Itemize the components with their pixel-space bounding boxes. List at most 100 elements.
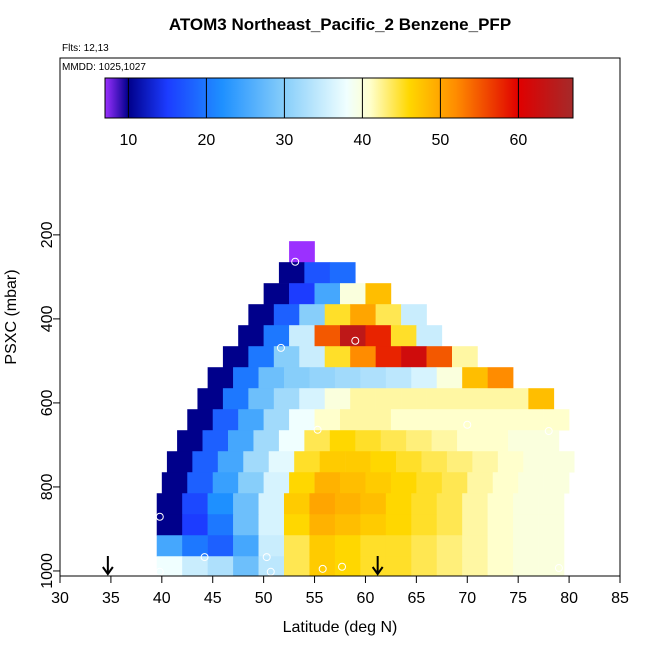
colorbar-tick-label: 50 (432, 132, 450, 149)
heatmap-cell (441, 472, 468, 494)
heatmap-cell (309, 535, 336, 557)
heatmap-cell (411, 367, 438, 389)
heatmap-cell (513, 493, 539, 515)
heatmap-cell (238, 325, 264, 347)
heatmap-cell (284, 556, 310, 576)
heatmap-cell (375, 304, 402, 326)
heatmap-cell (380, 430, 407, 452)
heatmap-cell (508, 430, 534, 452)
y-tick-label: 1000 (39, 553, 56, 589)
heatmap-cell (385, 514, 412, 536)
heatmap-cell (314, 472, 341, 494)
colorbar-tick-label: 10 (120, 132, 138, 149)
heatmap-cell (452, 388, 478, 410)
heatmap-cell (462, 367, 488, 389)
heatmap-cell (411, 514, 438, 536)
heatmap-cell (401, 388, 427, 410)
colorbar (104, 77, 574, 119)
heatmap-cell (156, 514, 183, 536)
heatmap-cell (197, 388, 224, 410)
heatmap-cell (477, 388, 504, 410)
heatmap-cell (411, 556, 438, 576)
x-tick-label: 40 (153, 590, 171, 607)
heatmap-cell (284, 367, 310, 389)
flight-arrow (102, 556, 114, 576)
heatmap-cell (309, 367, 336, 389)
heatmap-cell (207, 514, 234, 536)
heatmap-cell (487, 367, 514, 389)
heatmap-cell (467, 409, 494, 431)
sample-point (463, 420, 472, 429)
heatmap-cell (365, 472, 392, 494)
flight-arrow (371, 556, 384, 576)
heatmap-cell (350, 304, 376, 326)
heatmap-cell (396, 451, 422, 473)
heatmap-cell (487, 535, 514, 557)
heatmap-cell (390, 409, 417, 431)
heatmap-cell (233, 367, 259, 389)
heatmap-cell (258, 556, 285, 576)
heatmap-cell (202, 430, 229, 452)
heatmap-cell (385, 367, 412, 389)
y-tick-label: 600 (39, 389, 56, 416)
sample-point (544, 427, 553, 436)
x-tick-label: 55 (306, 590, 324, 607)
heatmap-cell (523, 451, 550, 473)
x-tick-label: 60 (357, 590, 375, 607)
heatmap-cell (462, 556, 488, 576)
heatmap-cell (258, 493, 285, 515)
heatmap-cell (492, 472, 519, 494)
y-tick-label: 400 (39, 305, 56, 332)
heatmap-cell (289, 409, 315, 431)
heatmap-cell (416, 325, 443, 347)
heatmap-cell (518, 472, 544, 494)
heatmap-cell (299, 304, 326, 326)
heatmap-cell (248, 346, 275, 368)
heatmap-cell (334, 367, 361, 389)
heatmap-cell (375, 388, 402, 410)
heatmap-cell (284, 535, 310, 557)
heatmap-cell (452, 346, 478, 368)
x-tick-label: 30 (51, 590, 69, 607)
heatmap-cell (263, 283, 290, 305)
sample-point (262, 553, 271, 562)
heatmap-cell (446, 451, 473, 473)
heatmap-cell (273, 388, 300, 410)
heatmap-cell (436, 367, 463, 389)
heatmap-cell (334, 514, 361, 536)
sample-point (351, 336, 360, 345)
heatmap-cell (360, 535, 387, 557)
heatmap-cell (238, 409, 264, 431)
heatmap-cell (248, 388, 275, 410)
colorbar-tick-label: 40 (354, 132, 372, 149)
heatmap-cell (543, 409, 570, 431)
heatmap-cell (360, 514, 387, 536)
heatmap-cell (401, 304, 427, 326)
heatmap-cell (472, 451, 499, 473)
colorbar-tick-label: 20 (198, 132, 216, 149)
heatmap-cell (345, 451, 371, 473)
colorbar-tick-label: 60 (510, 132, 528, 149)
heatmap-cell (385, 535, 412, 557)
heatmap-cell (284, 493, 310, 515)
heatmap-cell (538, 514, 565, 536)
heatmap-cell (365, 325, 392, 347)
y-tick-label: 800 (39, 473, 56, 500)
sample-point (200, 553, 209, 562)
heatmap-cell (487, 493, 514, 515)
chart-title: ATOM3 Northeast_Pacific_2 Benzene_PFP (169, 15, 511, 34)
heatmap-cell (513, 514, 539, 536)
heatmap-cell (319, 451, 346, 473)
heatmap-cell (375, 346, 402, 368)
heatmap-cell (294, 451, 320, 473)
heatmap-cell (304, 262, 331, 284)
heatmap-cell (299, 346, 326, 368)
heatmap-cell (289, 325, 315, 347)
heatmap-cell (350, 388, 376, 410)
heatmap-cell (370, 451, 397, 473)
heatmap-cell (233, 493, 259, 515)
heatmap-cell (538, 556, 565, 576)
heatmap-cell (421, 451, 448, 473)
heatmap-cell (487, 556, 514, 576)
heatmap-cell (207, 493, 234, 515)
